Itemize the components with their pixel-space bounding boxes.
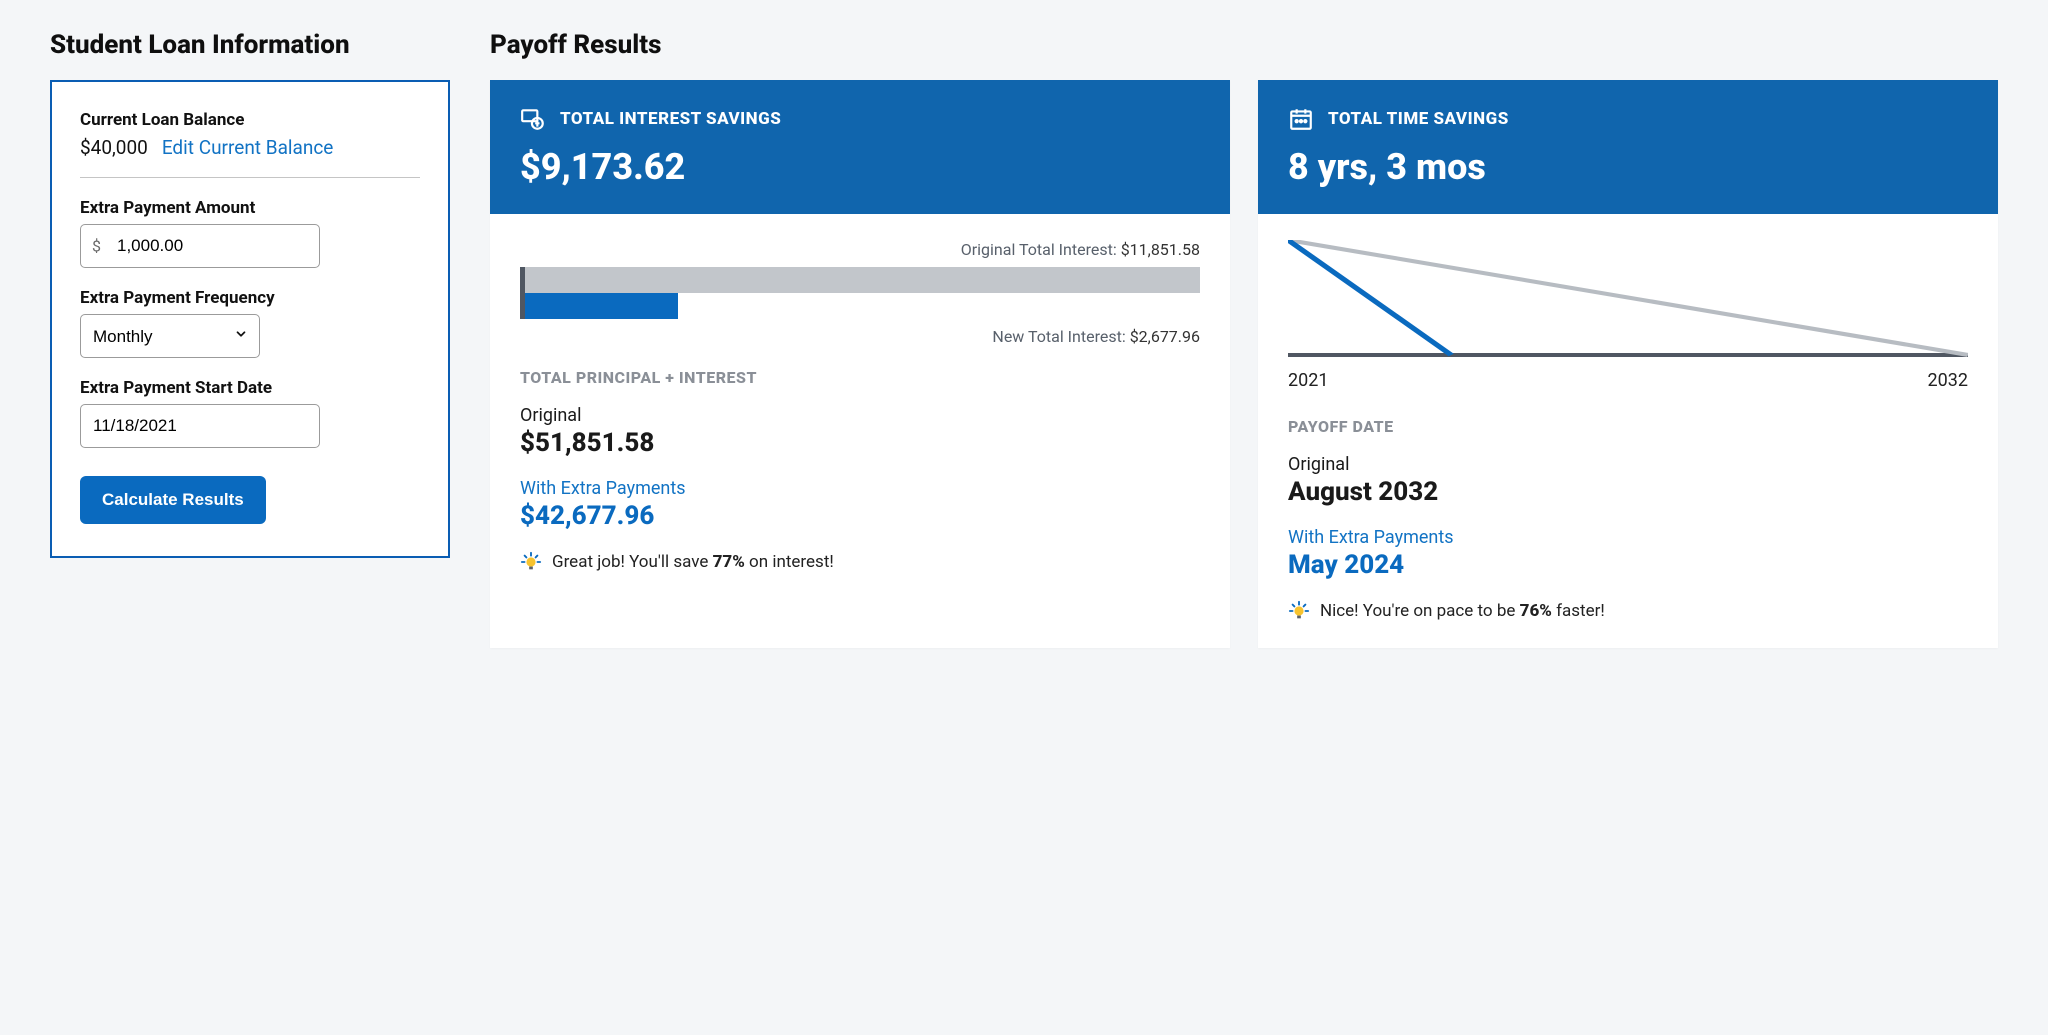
form-title: Student Loan Information xyxy=(50,30,450,60)
frequency-label: Extra Payment Frequency xyxy=(80,288,420,308)
frequency-group: Extra Payment Frequency Monthly xyxy=(80,288,420,358)
extra-date-value: May 2024 xyxy=(1288,550,1968,580)
form-divider xyxy=(80,177,420,178)
axis-end-label: 2032 xyxy=(1928,370,1968,391)
calendar-icon xyxy=(1288,106,1314,132)
time-savings-card: TOTAL TIME SAVINGS 8 yrs, 3 mos 2021 xyxy=(1258,80,1998,648)
extra-total-label: With Extra Payments xyxy=(520,478,1200,499)
bar-new xyxy=(525,293,678,319)
interest-header-title: TOTAL INTEREST SAVINGS xyxy=(560,109,781,129)
extra-total-value: $42,677.96 xyxy=(520,501,1200,531)
original-date-value: August 2032 xyxy=(1288,477,1968,507)
interest-savings-card: TOTAL INTEREST SAVINGS $9,173.62 Origina… xyxy=(490,80,1230,648)
interest-tip: Great job! You'll save 77% on interest! xyxy=(520,551,1200,573)
results-title: Payoff Results xyxy=(490,30,1998,60)
interest-card-body: Original Total Interest: $11,851.58 New … xyxy=(490,214,1230,599)
original-interest-value: $11,851.58 xyxy=(1121,240,1200,259)
time-card-header: TOTAL TIME SAVINGS 8 yrs, 3 mos xyxy=(1258,80,1998,214)
bar-original xyxy=(525,267,1200,293)
original-total-value: $51,851.58 xyxy=(520,428,1200,458)
extra-date-block: With Extra Payments May 2024 xyxy=(1288,527,1968,580)
payoff-line-chart xyxy=(1288,240,1968,360)
extra-date-label: With Extra Payments xyxy=(1288,527,1968,548)
interest-tip-text: Great job! You'll save 77% on interest! xyxy=(552,552,834,572)
edit-balance-link[interactable]: Edit Current Balance xyxy=(162,136,334,159)
time-header-title: TOTAL TIME SAVINGS xyxy=(1328,109,1509,129)
form-column: Student Loan Information Current Loan Ba… xyxy=(50,30,450,558)
calculate-button[interactable]: Calculate Results xyxy=(80,476,266,524)
extra-amount-label: Extra Payment Amount xyxy=(80,198,420,218)
extra-total-block: With Extra Payments $42,677.96 xyxy=(520,478,1200,531)
time-tip-text: Nice! You're on pace to be 76% faster! xyxy=(1320,601,1605,621)
original-total-block: Original $51,851.58 xyxy=(520,405,1200,458)
frequency-select[interactable]: Monthly xyxy=(80,314,260,358)
balance-label: Current Loan Balance xyxy=(80,110,420,130)
form-card: Current Loan Balance $40,000 Edit Curren… xyxy=(50,80,450,558)
bars-container xyxy=(520,267,1200,319)
original-total-label: Original xyxy=(520,405,1200,426)
start-date-label: Extra Payment Start Date xyxy=(80,378,420,398)
principal-interest-subtitle: TOTAL PRINCIPAL + INTEREST xyxy=(520,368,1200,387)
new-interest-row: New Total Interest: $2,677.96 xyxy=(520,327,1200,346)
time-header-value: 8 yrs, 3 mos xyxy=(1288,146,1968,188)
loan-calculator-container: Student Loan Information Current Loan Ba… xyxy=(50,30,1998,648)
interest-header-value: $9,173.62 xyxy=(520,146,1200,188)
lightbulb-icon xyxy=(520,551,542,573)
payoff-date-subtitle: PAYOFF DATE xyxy=(1288,417,1968,436)
original-interest-row: Original Total Interest: $11,851.58 xyxy=(520,240,1200,259)
start-date-group: Extra Payment Start Date xyxy=(80,378,420,448)
new-interest-label: New Total Interest: xyxy=(992,327,1125,346)
results-column: Payoff Results TOTAL INTEREST SAVINGS $9… xyxy=(490,30,1998,648)
start-date-input[interactable] xyxy=(80,404,320,448)
money-icon xyxy=(520,106,546,132)
original-interest-label: Original Total Interest: xyxy=(961,240,1117,259)
original-date-block: Original August 2032 xyxy=(1288,454,1968,507)
results-row: TOTAL INTEREST SAVINGS $9,173.62 Origina… xyxy=(490,80,1998,648)
original-date-label: Original xyxy=(1288,454,1968,475)
axis-start-label: 2021 xyxy=(1288,370,1328,391)
balance-value: $40,000 xyxy=(80,136,148,159)
extra-amount-group: Extra Payment Amount $ xyxy=(80,198,420,268)
time-card-body: 2021 2032 PAYOFF DATE Original August 20… xyxy=(1258,214,1998,648)
line-chart-axis-labels: 2021 2032 xyxy=(1288,370,1968,391)
interest-bar-chart: Original Total Interest: $11,851.58 New … xyxy=(520,240,1200,346)
frequency-select-wrap: Monthly xyxy=(80,314,260,358)
extra-amount-input[interactable] xyxy=(80,224,320,268)
new-interest-value: $2,677.96 xyxy=(1130,327,1200,346)
currency-prefix: $ xyxy=(92,237,101,256)
balance-row: $40,000 Edit Current Balance xyxy=(80,136,420,159)
time-tip: Nice! You're on pace to be 76% faster! xyxy=(1288,600,1968,622)
interest-card-header: TOTAL INTEREST SAVINGS $9,173.62 xyxy=(490,80,1230,214)
extra-amount-input-wrap: $ xyxy=(80,224,320,268)
lightbulb-icon xyxy=(1288,600,1310,622)
